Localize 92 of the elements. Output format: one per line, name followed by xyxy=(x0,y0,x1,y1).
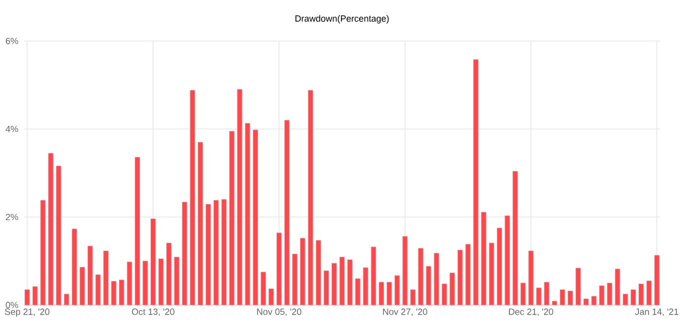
bar xyxy=(339,256,345,306)
bar xyxy=(292,254,298,306)
bar xyxy=(332,263,337,306)
bar xyxy=(504,215,510,306)
x-tick-label: Nov 05, '20 xyxy=(257,308,302,316)
bar xyxy=(442,284,447,306)
bar xyxy=(458,250,463,306)
bar xyxy=(316,240,321,306)
x-tick-label: Nov 27, '20 xyxy=(383,308,428,316)
bar xyxy=(126,262,132,306)
bar xyxy=(591,296,596,306)
bar xyxy=(473,59,478,306)
bar xyxy=(481,212,486,306)
bar xyxy=(237,89,242,306)
bar xyxy=(206,204,211,306)
bar xyxy=(103,250,108,306)
bar xyxy=(347,259,352,306)
bar xyxy=(465,244,471,306)
bar xyxy=(174,256,180,306)
bar xyxy=(308,90,314,306)
bar xyxy=(370,246,376,306)
bar xyxy=(56,166,62,306)
bar xyxy=(252,130,258,306)
bar xyxy=(244,123,250,306)
chart-title: Drawdown(Percentage) xyxy=(295,15,389,24)
bar xyxy=(119,280,124,306)
bar xyxy=(410,289,416,306)
bar xyxy=(95,274,101,306)
bar xyxy=(583,298,589,306)
bar xyxy=(654,255,660,306)
bar xyxy=(72,228,77,306)
bar xyxy=(434,252,440,306)
bar xyxy=(536,288,542,306)
y-tick-label: 6% xyxy=(6,38,18,44)
bar xyxy=(544,282,550,306)
bar xyxy=(560,289,565,306)
bar xyxy=(512,171,518,306)
y-tick-label: 4% xyxy=(6,126,18,132)
bar xyxy=(599,285,604,306)
bar xyxy=(394,275,400,306)
bar xyxy=(386,282,392,306)
x-tick-label: Oct 13, '20 xyxy=(132,308,174,316)
bar xyxy=(614,268,620,306)
y-tick-label: 0% xyxy=(6,302,18,308)
bar xyxy=(142,260,148,306)
bar xyxy=(190,90,196,306)
bar xyxy=(418,248,424,306)
bar xyxy=(646,280,652,306)
bar xyxy=(284,120,290,306)
bar xyxy=(638,284,644,306)
bar xyxy=(552,300,558,306)
bar xyxy=(622,294,628,306)
bar xyxy=(260,272,266,306)
bar xyxy=(221,199,226,306)
bar xyxy=(158,258,164,306)
bar xyxy=(268,288,274,306)
bar xyxy=(528,250,534,306)
bar xyxy=(426,266,432,306)
bar xyxy=(198,142,203,306)
bar xyxy=(64,294,70,306)
bar xyxy=(48,153,54,306)
bar xyxy=(402,236,408,306)
bar xyxy=(630,289,636,306)
bar xyxy=(378,282,384,306)
bar xyxy=(40,200,46,306)
bar xyxy=(450,272,455,306)
bar xyxy=(111,281,116,306)
bar xyxy=(324,270,329,306)
bar xyxy=(576,268,581,306)
bar xyxy=(229,131,234,306)
bar xyxy=(520,282,526,306)
bar xyxy=(355,278,360,306)
bar xyxy=(488,242,494,306)
bar xyxy=(134,156,140,306)
bar xyxy=(214,200,219,306)
y-tick-label: 2% xyxy=(6,214,18,220)
bar xyxy=(496,228,502,306)
bar xyxy=(32,286,38,306)
bar xyxy=(88,246,93,306)
bar xyxy=(300,238,306,306)
bar xyxy=(276,232,282,306)
bar xyxy=(150,218,156,306)
bar xyxy=(182,202,188,306)
bar xyxy=(607,282,612,306)
x-tick-label: Jan 14, '21 xyxy=(635,308,678,316)
bar xyxy=(166,242,172,306)
bar xyxy=(24,289,30,306)
x-tick-label: Dec 21, '20 xyxy=(509,308,554,316)
bar xyxy=(363,267,368,306)
bar xyxy=(568,290,573,306)
x-tick-label: Sep 21, '20 xyxy=(4,308,50,317)
bar xyxy=(80,266,85,306)
